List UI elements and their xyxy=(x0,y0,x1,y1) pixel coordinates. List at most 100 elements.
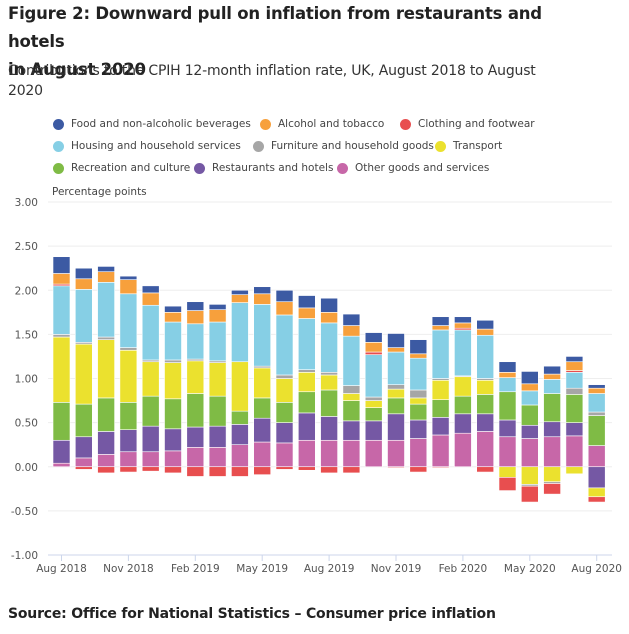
bar-segment[interactable]: Recreation and culture, May 2020: 0.23 xyxy=(520,404,539,426)
bar-segment[interactable]: Transport, Nov 2019: 0.10 xyxy=(387,388,405,399)
bar-segment[interactable]: Restaurants and hotels, May 2019: 0.27 xyxy=(253,417,271,443)
bar-segment[interactable]: Transport, May 2020: -0.20 xyxy=(520,466,539,485)
bar-segment[interactable]: Furniture and household goods, Sep 2019:… xyxy=(342,385,361,394)
bar-segment[interactable]: Housing and household services, Sep 2018… xyxy=(75,289,93,343)
legend-item-food[interactable]: Food and non-alcoholic beverages xyxy=(53,118,251,130)
bar-segment[interactable]: Food and non-alcoholic beverages, Nov 20… xyxy=(119,275,138,280)
bar-segment[interactable]: Housing and household services, Jul 2019… xyxy=(297,318,316,370)
bar-segment[interactable]: Transport, Mar 2020: 0.16 xyxy=(476,379,495,395)
bar-segment[interactable]: Furniture and household goods, Aug 2019:… xyxy=(320,372,338,376)
bar-segment[interactable]: Housing and household services, Oct 2018… xyxy=(97,282,115,338)
bar-segment[interactable]: Food and non-alcoholic beverages, Nov 20… xyxy=(387,333,405,348)
bar-segment[interactable]: Recreation and culture, Jun 2019: 0.23 xyxy=(275,402,294,423)
bar-segment[interactable]: Recreation and culture, Sep 2018: 0.37 xyxy=(75,403,93,438)
bar-segment[interactable]: Food and non-alcoholic beverages, Aug 20… xyxy=(52,256,71,274)
bar-segment[interactable]: Recreation and culture, Nov 2019: 0.18 xyxy=(387,397,405,415)
bar-segment[interactable]: Food and non-alcoholic beverages, Feb 20… xyxy=(186,301,205,311)
bar-segment[interactable]: Food and non-alcoholic beverages, Mar 20… xyxy=(208,304,227,310)
bar-segment[interactable]: Restaurants and hotels, Dec 2018: 0.29 xyxy=(141,425,160,453)
bar-segment[interactable]: Other goods and services, Sep 2018: 0.10 xyxy=(75,457,93,468)
bar-segment[interactable]: Housing and household services, Apr 2020… xyxy=(498,377,517,393)
bar-segment[interactable]: Alcohol and tobacco, Jul 2020: 0.10 xyxy=(565,361,584,371)
bar-segment[interactable]: Transport, Dec 2019: 0.07 xyxy=(409,397,428,405)
bar-segment[interactable]: Food and non-alcoholic beverages, Aug 20… xyxy=(587,384,606,389)
bar-segment[interactable]: Other goods and services, Aug 2019: 0.30 xyxy=(320,439,338,468)
bar-segment[interactable]: Furniture and household goods, Jul 2020:… xyxy=(565,387,584,395)
bar-segment[interactable]: Furniture and household goods, Oct 2019:… xyxy=(364,396,383,401)
bar-segment[interactable]: Other goods and services, Jan 2019: 0.18 xyxy=(164,450,182,468)
bar-segment[interactable]: Restaurants and hotels, Jan 2019: 0.25 xyxy=(164,428,182,452)
bar-segment[interactable]: Other goods and services, Oct 2019: 0.30 xyxy=(364,439,383,468)
bar-segment[interactable]: Transport, Jul 2019: 0.22 xyxy=(297,372,316,393)
bar-segment[interactable]: Recreation and culture, Jul 2020: 0.32 xyxy=(565,394,584,423)
bar-segment[interactable]: Clothing and footwear, Sep 2018: -0.03 xyxy=(75,466,93,470)
bar-segment[interactable]: Recreation and culture, Apr 2020: 0.32 xyxy=(498,391,517,421)
bar-segment[interactable]: Alcohol and tobacco, Jan 2019: 0.11 xyxy=(164,312,182,323)
bar-segment[interactable]: Alcohol and tobacco, Dec 2019: 0.05 xyxy=(409,353,428,359)
bar-segment[interactable]: Furniture and household goods, Jan 2019:… xyxy=(164,359,182,363)
bar-segment[interactable]: Transport, Jan 2020: 0.22 xyxy=(431,379,450,400)
bar-segment[interactable]: Furniture and household goods, Oct 2018:… xyxy=(97,336,115,340)
bar-segment[interactable]: Alcohol and tobacco, Aug 2018: 0.12 xyxy=(52,273,71,285)
bar-segment[interactable]: Other goods and services, May 2020: 0.32 xyxy=(520,438,539,468)
bar-segment[interactable]: Alcohol and tobacco, May 2019: 0.12 xyxy=(253,293,271,305)
bar-segment[interactable]: Restaurants and hotels, Feb 2019: 0.23 xyxy=(186,426,205,448)
legend-item-furniture[interactable]: Furniture and household goods xyxy=(253,140,434,152)
bar-segment[interactable]: Clothing and footwear, Oct 2019: 0.03 xyxy=(364,351,383,355)
bar-segment[interactable]: Food and non-alcoholic beverages, Aug 20… xyxy=(320,297,338,313)
bar-segment[interactable]: Recreation and culture, Dec 2018: 0.34 xyxy=(141,395,160,427)
bar-segment[interactable]: Housing and household services, Sep 2019… xyxy=(342,335,361,386)
bar-segment[interactable]: Other goods and services, Oct 2018: 0.14 xyxy=(97,454,115,468)
bar-segment[interactable]: Clothing and footwear, May 2019: -0.09 xyxy=(253,466,271,475)
bar-segment[interactable]: Other goods and services, Aug 2020: 0.24 xyxy=(587,445,606,468)
bar-segment[interactable]: Housing and household services, Mar 2020… xyxy=(476,334,495,379)
bar-segment[interactable]: Restaurants and hotels, Aug 2019: 0.27 xyxy=(320,416,338,441)
legend-item-clothing[interactable]: Clothing and footwear xyxy=(400,118,535,130)
bar-segment[interactable]: Housing and household services, Jan 2019… xyxy=(164,321,182,361)
bar-segment[interactable]: Food and non-alcoholic beverages, Mar 20… xyxy=(476,319,495,330)
bar-segment[interactable]: Other goods and services, Mar 2019: 0.22 xyxy=(208,447,227,468)
bar-segment[interactable]: Restaurants and hotels, Nov 2018: 0.25 xyxy=(119,429,138,453)
bar-segment[interactable]: Food and non-alcoholic beverages, Jun 20… xyxy=(275,289,294,303)
bar-segment[interactable]: Restaurants and hotels, Dec 2019: 0.21 xyxy=(409,419,428,439)
bar-segment[interactable]: Recreation and culture, Oct 2019: 0.15 xyxy=(364,407,383,422)
bar-segment[interactable]: Furniture and household goods, Aug 2020:… xyxy=(587,411,606,416)
bar-segment[interactable]: Alcohol and tobacco, Nov 2018: 0.16 xyxy=(119,279,138,295)
bar-segment[interactable]: Housing and household services, Aug 2020… xyxy=(587,393,606,413)
legend-item-alcohol[interactable]: Alcohol and tobacco xyxy=(260,118,384,130)
bar-segment[interactable]: Food and non-alcoholic beverages, Jan 20… xyxy=(431,316,450,326)
bar-segment[interactable]: Transport, Jan 2019: 0.41 xyxy=(164,362,182,400)
bar-segment[interactable]: Clothing and footwear, Mar 2019: -0.11 xyxy=(208,466,227,477)
bar-segment[interactable]: Transport, Jul 2020: -0.08 xyxy=(565,466,584,475)
legend-item-restaurants[interactable]: Restaurants and hotels xyxy=(194,162,333,174)
bar-segment[interactable]: Transport, Nov 2018: 0.59 xyxy=(119,349,138,403)
bar-segment[interactable]: Other goods and services, May 2019: 0.28 xyxy=(253,441,271,468)
bar-segment[interactable]: Housing and household services, Apr 2019… xyxy=(231,302,249,363)
bar-segment[interactable]: Alcohol and tobacco, Jul 2019: 0.12 xyxy=(297,307,316,319)
bar-segment[interactable]: Restaurants and hotels, Jun 2019: 0.23 xyxy=(275,422,294,444)
bar-segment[interactable]: Food and non-alcoholic beverages, Jun 20… xyxy=(543,365,561,375)
bar-segment[interactable]: Restaurants and hotels, Oct 2018: 0.26 xyxy=(97,431,115,455)
bar-segment[interactable]: Clothing and footwear, Feb 2019: -0.11 xyxy=(186,466,205,477)
bar-segment[interactable]: Food and non-alcoholic beverages, Feb 20… xyxy=(454,316,472,324)
bar-segment[interactable]: Clothing and footwear, Sep 2019: -0.07 xyxy=(342,466,361,474)
bar-segment[interactable]: Restaurants and hotels, Aug 2020: -0.24 xyxy=(587,466,606,489)
bar-segment[interactable]: Other goods and services, Nov 2018: 0.17 xyxy=(119,451,138,468)
bar-segment[interactable]: Recreation and culture, Mar 2020: 0.22 xyxy=(476,394,495,415)
bar-segment[interactable]: Recreation and culture, Aug 2020: 0.34 xyxy=(587,415,606,446)
bar-segment[interactable]: Transport, Aug 2020: -0.10 xyxy=(587,487,606,498)
bar-segment[interactable]: Housing and household services, Jun 2019… xyxy=(275,314,294,376)
bar-segment[interactable]: Housing and household services, Dec 2019… xyxy=(409,357,428,391)
bar-segment[interactable]: Transport, Oct 2019: 0.08 xyxy=(364,400,383,408)
bar-segment[interactable]: Clothing and footwear, Jun 2019: -0.03 xyxy=(275,466,294,470)
bar-segment[interactable]: Housing and household services, Jul 2020… xyxy=(565,372,584,389)
bar-segment[interactable]: Other goods and services, Apr 2020: 0.34 xyxy=(498,436,517,468)
bar-segment[interactable]: Transport, Aug 2018: 0.74 xyxy=(52,336,71,403)
bar-segment[interactable]: Furniture and household goods, Jun 2019:… xyxy=(275,374,294,379)
bar-segment[interactable]: Alcohol and tobacco, Apr 2019: 0.09 xyxy=(231,294,249,303)
bar-segment[interactable]: Other goods and services, Apr 2019: 0.25 xyxy=(231,444,249,468)
bar-segment[interactable]: Clothing and footwear, Nov 2019: -0.01 xyxy=(387,466,405,468)
bar-segment[interactable]: Recreation and culture, Oct 2018: 0.38 xyxy=(97,397,115,432)
bar-segment[interactable]: Food and non-alcoholic beverages, May 20… xyxy=(520,371,539,385)
bar-segment[interactable]: Clothing and footwear, Oct 2018: -0.07 xyxy=(97,466,115,474)
